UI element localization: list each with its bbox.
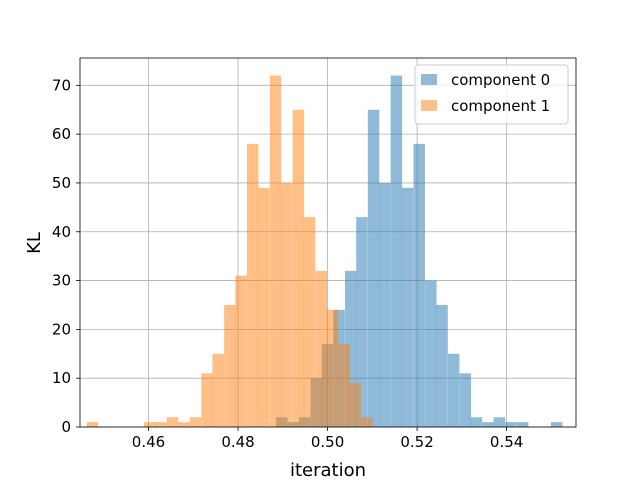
histogram-bar-component-1 [326,309,339,427]
x-tick-label: 0.50 [311,433,344,451]
x-tick-label: 0.46 [132,433,165,451]
histogram-bar-component-1 [269,75,282,428]
histogram-bar-component-1 [303,217,316,427]
histogram-bar-component-0 [459,373,472,427]
histogram-bar-component-1 [280,182,293,427]
histogram-bar-component-1 [166,417,179,427]
histogram-bar-component-0 [345,270,357,427]
legend-frame [414,64,569,125]
histogram-bar-component-0 [447,353,460,427]
y-tick-label: 10 [52,369,71,387]
histogram-bar-component-0 [436,304,448,427]
histogram-bar-component-0 [470,417,483,427]
x-axis-label: iteration [290,460,366,480]
y-tick-label: 0 [61,418,71,436]
bars [86,75,563,428]
legend-swatch-component-0 [421,74,437,85]
y-tick-label: 50 [52,174,71,192]
histogram-bar-component-1 [338,344,350,427]
histogram-bar-component-1 [189,417,202,427]
histogram-bar-component-1 [144,422,156,427]
x-tick-label: 0.52 [400,433,433,451]
y-tick-label: 70 [52,76,71,94]
x-tick-label: 0.54 [490,433,523,451]
legend-label-component-1: component 1 [451,97,550,115]
histogram-bar-component-1 [235,275,247,427]
histogram-bar-component-1 [349,383,361,427]
histogram-bar-component-0 [379,182,391,427]
histogram-bar-component-1 [212,353,224,427]
y-tick-label: 40 [52,223,71,241]
histogram-bar-component-0 [356,217,368,427]
histogram-bar-component-0 [505,422,517,427]
histogram-bar-component-0 [425,280,437,427]
histogram-bar-component-0 [367,109,380,427]
ticks: 0.46 0.48 0.50 0.52 0.54 0 10 20 30 40 50 60 70 [52,76,523,451]
legend: component 0 component 1 [414,64,569,125]
histogram-bar-component-1 [258,187,270,427]
histogram-bar-component-0 [482,422,494,427]
histogram-bar-component-1 [155,422,167,427]
histogram-bar-component-1 [201,373,213,427]
legend-swatch-component-1 [421,100,437,111]
histogram-bar-component-1 [361,417,373,427]
x-tick-label: 0.48 [221,433,254,451]
histogram-bar-component-1 [86,422,99,427]
histogram-bar-component-0 [390,75,403,428]
y-tick-label: 20 [52,320,71,338]
grid [80,58,576,428]
histogram-bar-component-0 [413,143,425,427]
plot-frame [79,57,577,428]
legend-label-component-0: component 0 [451,71,550,89]
histogram-bar-component-0 [516,422,529,427]
y-tick-label: 30 [52,272,71,290]
histogram-bar-component-1 [292,109,305,427]
histogram-bar-component-0 [401,187,414,427]
histogram-bar-component-1 [246,143,259,427]
histogram-bar-component-1 [178,422,190,427]
histogram-bar-component-0 [550,422,563,427]
y-axis-label: KL [24,232,45,254]
y-tick-label: 60 [52,125,71,143]
histogram-bar-component-1 [315,270,327,427]
histogram-bar-component-0 [493,417,506,427]
histogram-bar-component-1 [224,304,236,427]
